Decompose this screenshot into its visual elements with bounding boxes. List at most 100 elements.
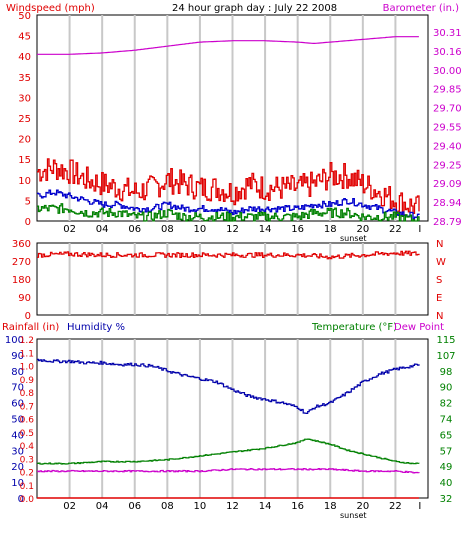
temperature-tick-label: 74 bbox=[440, 415, 453, 426]
wind-tick-label: 15 bbox=[18, 155, 31, 166]
x-tick-label: 18 bbox=[324, 501, 337, 512]
wind-tick-label: 10 bbox=[18, 176, 31, 187]
wind-tick-label: 5 bbox=[25, 196, 31, 207]
wind-average-series bbox=[37, 189, 420, 220]
wind-tick-label: 30 bbox=[18, 93, 31, 104]
rain-tick-label: 0.5 bbox=[20, 429, 34, 439]
wind-tick-label: 40 bbox=[18, 52, 31, 63]
humidity-tick-label: 10 bbox=[11, 478, 24, 489]
humidity-series bbox=[37, 358, 420, 414]
compass-label: W bbox=[436, 257, 446, 268]
barometer-tick-label: 29.40 bbox=[433, 141, 462, 152]
temperature-tick-label: 40 bbox=[440, 478, 453, 489]
barometer-tick-label: 29.55 bbox=[433, 123, 462, 134]
compass-label: E bbox=[436, 293, 442, 304]
x-tick-label: 04 bbox=[96, 501, 109, 512]
barometer-tick-label: 29.09 bbox=[433, 179, 462, 190]
wind-tick-label: 35 bbox=[18, 73, 31, 84]
x-tick-label: 12 bbox=[226, 224, 239, 235]
barometer-tick-label: 30.31 bbox=[433, 28, 462, 39]
wind-tick-label: 0 bbox=[25, 217, 31, 228]
x-tick-label: 04 bbox=[96, 224, 109, 235]
compass-label: N bbox=[436, 311, 443, 322]
sunset-label: sunset bbox=[340, 234, 367, 243]
x-tick-label: 12 bbox=[226, 501, 239, 512]
rain-tick-label: 0.4 bbox=[20, 442, 35, 452]
barometer-tick-label: 29.85 bbox=[433, 85, 462, 96]
barometer-tick-label: 29.25 bbox=[433, 160, 462, 171]
x-tick-label: 16 bbox=[291, 501, 304, 512]
humidity-tick-label: 20 bbox=[11, 462, 24, 473]
temperature-tick-label: 32 bbox=[440, 494, 453, 505]
barometer-axis-label: Barometer (in.) bbox=[383, 3, 459, 14]
rain-tick-label: 0.8 bbox=[20, 389, 35, 399]
x-tick-label: 18 bbox=[324, 224, 337, 235]
humidity-tick-label: 50 bbox=[11, 415, 24, 426]
humidity-tick-label: 40 bbox=[11, 430, 24, 441]
x-tick-label: 10 bbox=[194, 501, 207, 512]
direction-tick-label: 180 bbox=[12, 275, 31, 286]
x-tick-label: 06 bbox=[128, 224, 141, 235]
x-tick-label: 20 bbox=[356, 501, 369, 512]
wind-axis-label: Windspeed (mph) bbox=[6, 3, 95, 14]
x-tick-label: 02 bbox=[63, 224, 76, 235]
temperature-tick-label: 57 bbox=[440, 446, 453, 457]
axis-layer: 02 04 06 08 10 12 14 16 18 20 22 sunset I 02 04 06 08 10 1… bbox=[5, 11, 462, 520]
sunset-label: sunset bbox=[340, 511, 367, 520]
wind-tick-label: 25 bbox=[18, 114, 31, 125]
barometer-tick-label: 30.00 bbox=[433, 66, 462, 77]
humidity-tick-label: 30 bbox=[11, 446, 24, 457]
direction-tick-label: 90 bbox=[18, 293, 31, 304]
compass-label: S bbox=[436, 275, 442, 286]
temperature-tick-label: 82 bbox=[440, 399, 453, 410]
rain-tick-label: 0.2 bbox=[20, 469, 34, 479]
x-tick-label: 16 bbox=[291, 224, 304, 235]
rain-tick-label: 0.7 bbox=[20, 402, 34, 412]
wind-direction-series bbox=[37, 250, 420, 260]
humidity-tick-label: 80 bbox=[11, 367, 24, 378]
windspeed-series bbox=[37, 158, 420, 216]
rainfall-axis-label: Rainfall (in) bbox=[2, 322, 59, 333]
barometer-tick-label: 28.79 bbox=[433, 217, 462, 228]
direction-tick-label: 270 bbox=[12, 257, 31, 268]
wind-tick-label: 50 bbox=[18, 11, 31, 22]
barometer-tick-label: 28.94 bbox=[433, 198, 462, 209]
temperature-axis-label: Temperature (°F) bbox=[311, 322, 397, 333]
x-tick-label: 14 bbox=[259, 501, 272, 512]
x-tick-label: 06 bbox=[128, 501, 141, 512]
rain-tick-label: 0.0 bbox=[20, 495, 35, 505]
x-tick-label: 22 bbox=[389, 501, 402, 512]
rain-tick-label: 0.1 bbox=[20, 482, 34, 492]
chart-title: 24 hour graph day : July 22 2008 bbox=[172, 3, 337, 14]
humidity-axis-label: Humidity % bbox=[67, 322, 125, 333]
temperature-tick-label: 115 bbox=[436, 335, 455, 346]
barometer-tick-label: 30.16 bbox=[433, 47, 462, 58]
temperature-tick-label: 49 bbox=[440, 462, 453, 473]
humidity-tick-label: 90 bbox=[11, 351, 24, 362]
humidity-tick-label: 70 bbox=[11, 383, 24, 394]
temperature-tick-label: 98 bbox=[440, 367, 453, 378]
direction-tick-label: 360 bbox=[12, 239, 31, 250]
x-tick-label: 02 bbox=[63, 501, 76, 512]
dew-point-axis-label: Dew Point bbox=[394, 322, 444, 333]
humidity-tick-label: 60 bbox=[11, 399, 24, 410]
rain-tick-label: 1.1 bbox=[20, 349, 34, 359]
x-tick-label: 10 bbox=[194, 224, 207, 235]
x-tick-label: 14 bbox=[259, 224, 272, 235]
x-tick-label: 22 bbox=[389, 224, 402, 235]
x-tick-label: 20 bbox=[356, 224, 369, 235]
wind-low-series bbox=[37, 203, 420, 222]
x-end-label: I bbox=[418, 501, 421, 512]
rain-tick-label: 0.6 bbox=[20, 416, 35, 426]
rain-tick-label: 0.9 bbox=[20, 376, 35, 386]
humidity-tick-label: 0 bbox=[18, 494, 24, 505]
barometer-series bbox=[37, 36, 419, 55]
barometer-tick-label: 29.70 bbox=[433, 104, 462, 115]
rain-tick-label: 1.0 bbox=[20, 363, 35, 373]
temperature-tick-label: 90 bbox=[440, 383, 453, 394]
rain-tick-label: 0.3 bbox=[20, 455, 34, 465]
x-end-label: I bbox=[418, 224, 421, 235]
x-tick-label: 08 bbox=[161, 501, 174, 512]
wind-tick-label: 20 bbox=[18, 135, 31, 146]
